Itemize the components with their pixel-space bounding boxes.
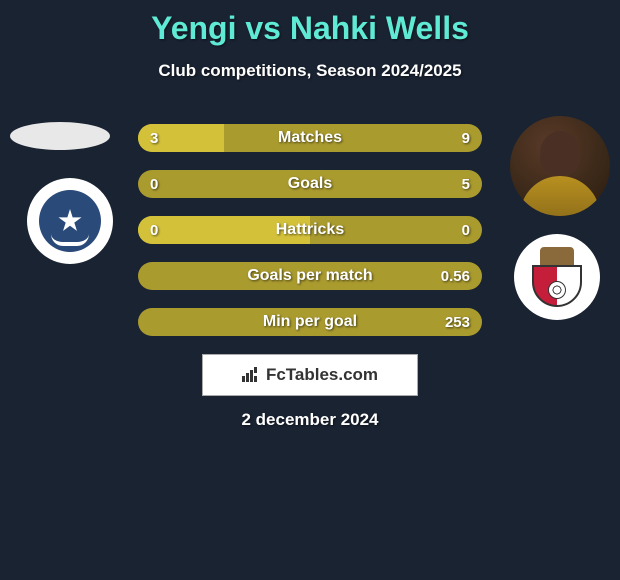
snapshot-date: 2 december 2024 xyxy=(0,410,620,430)
bar-label: Hattricks xyxy=(138,221,482,239)
brand-attribution: FcTables.com xyxy=(202,354,418,396)
stat-bar: 3Matches9 xyxy=(138,124,482,152)
brand-text: FcTables.com xyxy=(266,365,378,385)
bar-value-right: 5 xyxy=(462,176,470,193)
star-icon xyxy=(58,209,82,233)
crescent-icon xyxy=(51,234,89,246)
club-left-badge xyxy=(27,178,113,264)
bar-value-right: 0.56 xyxy=(441,268,470,285)
stat-bar: Min per goal253 xyxy=(138,308,482,336)
stat-bar: Goals per match0.56 xyxy=(138,262,482,290)
bar-value-right: 0 xyxy=(462,222,470,239)
bar-value-right: 9 xyxy=(462,130,470,147)
stat-bar: 0Goals5 xyxy=(138,170,482,198)
club-right-badge xyxy=(514,234,600,320)
comparison-subtitle: Club competitions, Season 2024/2025 xyxy=(0,61,620,81)
bar-label: Matches xyxy=(138,129,482,147)
bar-value-right: 253 xyxy=(445,314,470,331)
stats-bars: 3Matches90Goals50Hattricks0Goals per mat… xyxy=(138,124,482,354)
player-left-avatar xyxy=(10,122,110,150)
comparison-title: Yengi vs Nahki Wells xyxy=(0,0,620,47)
stat-bar: 0Hattricks0 xyxy=(138,216,482,244)
bar-label: Goals xyxy=(138,175,482,193)
bar-label: Goals per match xyxy=(138,267,482,285)
bar-label: Min per goal xyxy=(138,313,482,331)
player-right-avatar xyxy=(510,116,610,216)
bars-chart-icon xyxy=(242,368,260,382)
